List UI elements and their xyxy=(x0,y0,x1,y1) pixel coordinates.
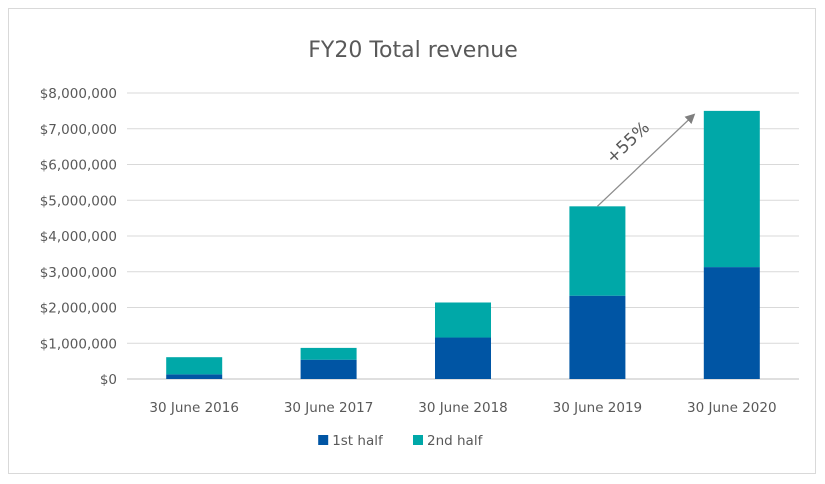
legend-swatch-first-half xyxy=(318,435,329,445)
bar-second-half xyxy=(166,357,223,375)
bar-second-half xyxy=(435,302,491,338)
bar-first-half xyxy=(703,267,760,379)
y-tick-label: $4,000,000 xyxy=(40,229,117,245)
bar-first-half xyxy=(569,295,626,379)
x-tick-label: 30 June 2020 xyxy=(687,400,777,416)
legend-label: 1st half xyxy=(332,433,384,449)
legend-label: 2nd half xyxy=(427,433,484,449)
bar-second-half xyxy=(703,110,760,268)
x-tick-label: 30 June 2016 xyxy=(149,400,239,416)
x-tick-label: 30 June 2019 xyxy=(553,400,643,416)
bar-second-half xyxy=(300,347,357,360)
y-tick-label: $2,000,000 xyxy=(40,301,117,317)
y-tick-label: $5,000,000 xyxy=(40,193,117,209)
bar-first-half xyxy=(300,359,357,379)
y-tick-label: $3,000,000 xyxy=(40,265,117,281)
bar-first-half xyxy=(166,374,223,379)
y-axis: $0 $1,000,000 $2,000,000 $3,000,000 $4,000,0… xyxy=(40,86,117,388)
legend: 1st half 2nd half xyxy=(318,433,484,449)
x-tick-label: 30 June 2017 xyxy=(284,400,374,416)
chart-frame: FY20 Total revenue $0 $1,000,000 $2,000,00… xyxy=(8,8,816,474)
y-tick-label: $7,000,000 xyxy=(40,122,117,138)
bar-first-half xyxy=(435,337,491,379)
y-tick-label: $6,000,000 xyxy=(40,158,117,174)
bars xyxy=(166,110,760,379)
y-tick-label: $0 xyxy=(100,372,117,388)
revenue-chart: FY20 Total revenue $0 $1,000,000 $2,000,00… xyxy=(40,38,799,449)
growth-arrow xyxy=(596,113,696,207)
chart-title: FY20 Total revenue xyxy=(308,38,518,63)
legend-swatch-second-half xyxy=(413,435,423,445)
bar-second-half xyxy=(569,206,626,296)
y-tick-label: $1,000,000 xyxy=(40,336,117,352)
x-tick-label: 30 June 2018 xyxy=(418,400,508,416)
gridlines xyxy=(127,92,799,380)
x-axis: 30 June 2016 30 June 2017 30 June 2018 30 J… xyxy=(149,400,776,416)
y-tick-label: $8,000,000 xyxy=(40,86,117,102)
